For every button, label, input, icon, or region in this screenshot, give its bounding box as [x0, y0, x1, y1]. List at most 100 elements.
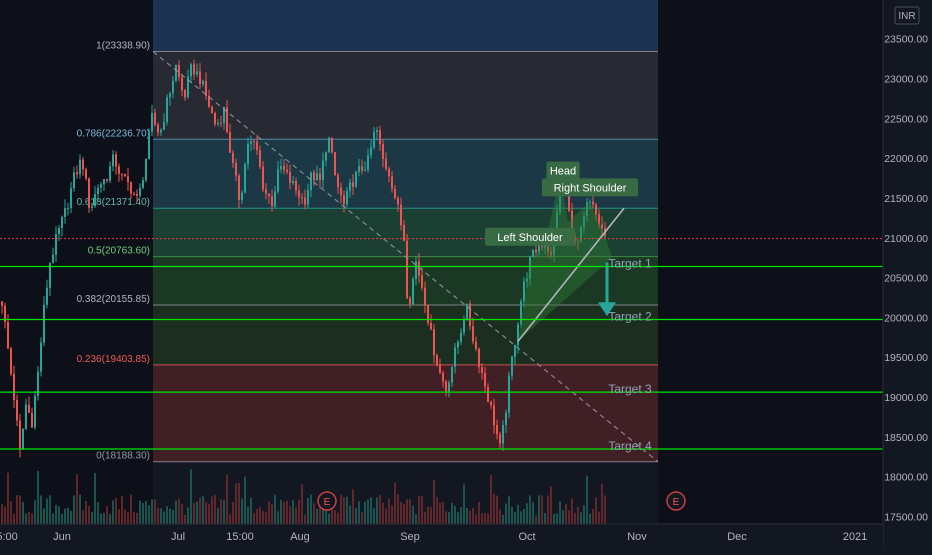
candle-body	[343, 195, 345, 205]
earnings-icon[interactable]: E	[666, 491, 686, 511]
candle-body	[586, 202, 588, 216]
volume-bar	[460, 507, 462, 524]
candle-body	[304, 197, 306, 205]
candle-body	[214, 113, 216, 125]
candle-body	[211, 106, 213, 114]
candle-body	[307, 189, 309, 205]
candle-body	[523, 281, 525, 302]
volume-bar	[352, 489, 354, 524]
currency-badge[interactable]	[894, 6, 920, 25]
volume-bar	[442, 502, 444, 524]
candle-body	[556, 211, 558, 239]
earnings-icon[interactable]: E	[317, 491, 337, 511]
candle-body	[598, 214, 600, 225]
earnings-marker-label: E	[673, 497, 680, 508]
candle-body	[226, 107, 228, 133]
candle-body	[496, 425, 498, 435]
volume-bar	[109, 513, 111, 524]
volume-bar	[571, 498, 573, 524]
candle-body	[490, 401, 492, 406]
volume-bar	[376, 497, 378, 524]
candle-body	[208, 95, 210, 107]
volume-bar	[493, 494, 495, 524]
candle-body	[70, 188, 72, 209]
candle-body	[331, 137, 333, 153]
candle-body	[244, 164, 246, 193]
volume-bar	[274, 494, 276, 524]
volume-bar	[598, 511, 600, 524]
candle-body	[124, 174, 126, 177]
candle-body	[112, 154, 114, 167]
fib-band-top	[153, 0, 658, 52]
volume-bar	[406, 499, 408, 524]
volume-bar	[76, 473, 78, 524]
fib-level-label: 0.5(20763.60)	[88, 246, 150, 257]
candle-body	[427, 305, 429, 323]
candle-body	[406, 240, 408, 299]
candle-body	[538, 245, 540, 253]
volume-bar	[280, 499, 282, 524]
candle-body	[220, 122, 222, 124]
candle-body	[592, 201, 594, 205]
candle-body	[13, 373, 15, 401]
volume-bar	[568, 510, 570, 524]
volume-bar	[253, 513, 255, 524]
candle-body	[403, 225, 405, 241]
volume-bar	[58, 506, 60, 524]
candle-body	[10, 348, 12, 374]
volume-bar	[256, 509, 258, 524]
candle-body	[175, 64, 177, 81]
candle-body	[58, 227, 60, 235]
candle-body	[265, 189, 267, 194]
volume-bar	[514, 511, 516, 524]
volume-bar	[367, 499, 369, 524]
volume-bar	[481, 513, 483, 524]
candle-body	[583, 215, 585, 228]
volume-bar	[70, 511, 72, 524]
candle-body	[118, 166, 120, 174]
volume-bar	[52, 513, 54, 524]
candle-body	[361, 166, 363, 171]
volume-bar	[520, 511, 522, 524]
volume-bar	[214, 494, 216, 524]
candle-body	[298, 190, 300, 198]
volume-bar	[394, 482, 396, 524]
volume-bar	[118, 509, 120, 524]
candle-body	[463, 319, 465, 333]
candle-body	[100, 184, 102, 188]
earnings-marker	[317, 491, 337, 511]
volume-bar	[64, 508, 66, 524]
volume-bar	[169, 508, 171, 524]
candle-body	[337, 175, 339, 188]
volume-bar	[100, 513, 102, 524]
candle-body	[73, 172, 75, 189]
candle-body	[19, 420, 21, 450]
volume-bar	[547, 495, 549, 524]
volume-bar	[427, 506, 429, 524]
candle-body	[166, 97, 168, 123]
volume-bar	[238, 482, 240, 524]
volume-bar	[241, 498, 243, 524]
candle-body	[514, 345, 516, 357]
volume-bar	[259, 506, 261, 524]
candle-body	[85, 169, 87, 179]
candle-body	[373, 132, 375, 148]
fib-level-label: 0.236(19403.85)	[77, 354, 150, 365]
candle-body	[448, 382, 450, 392]
volume-bar	[457, 512, 459, 524]
candle-body	[34, 395, 36, 428]
candle-body	[451, 366, 453, 383]
candle-body	[109, 166, 111, 181]
candle-body	[187, 76, 189, 98]
volume-bar	[358, 501, 360, 524]
candle-body	[310, 172, 312, 190]
x-tick-label: 15:00	[226, 531, 254, 543]
x-tick-label: Aug	[290, 531, 310, 543]
candle-body	[193, 64, 195, 75]
candle-body	[535, 249, 537, 253]
candle-body	[238, 175, 240, 201]
volume-bar	[421, 496, 423, 524]
candle-body	[349, 182, 351, 191]
